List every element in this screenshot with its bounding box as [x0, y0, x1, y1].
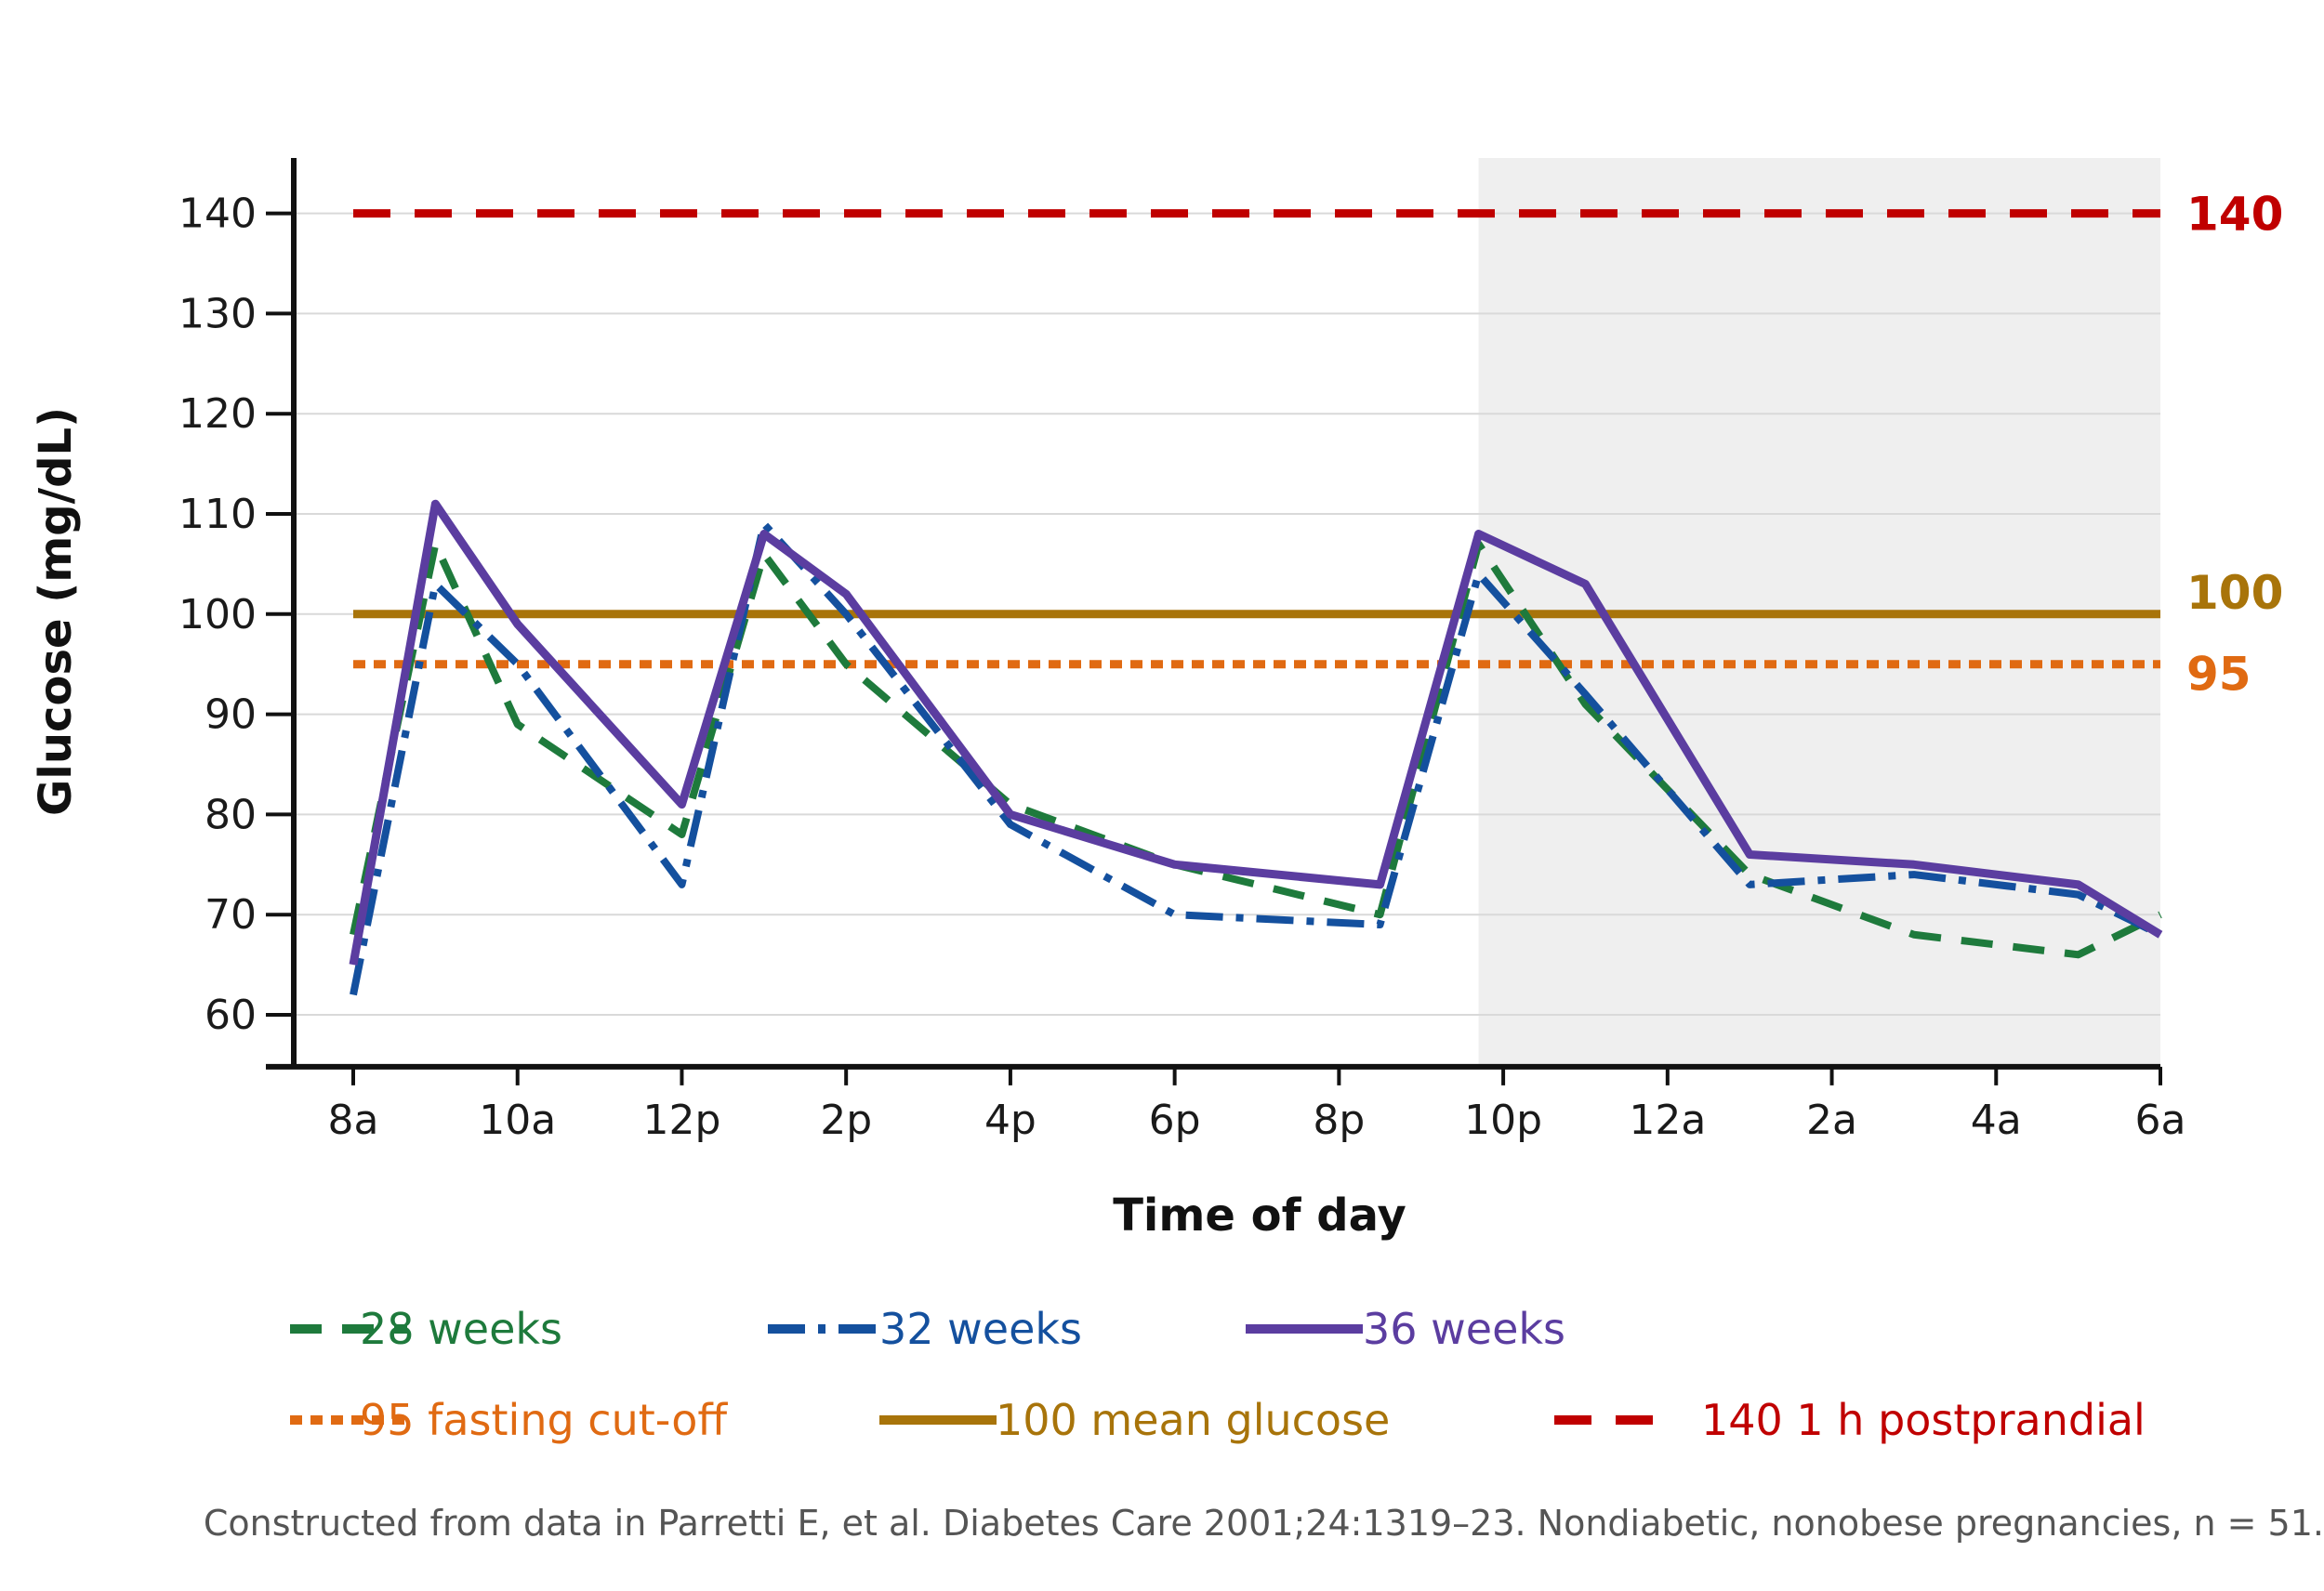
reference-label-100: 100	[2186, 566, 2283, 620]
x-tick-label: 8a	[328, 1097, 379, 1144]
y-axis-title: Glucose (mg/dL)	[30, 407, 82, 816]
legend: 28 weeks 32 weeks 36 weeks 95 fasting cut-o…	[290, 1304, 2146, 1445]
y-tick-label: 60	[205, 992, 257, 1039]
y-axis-ticks: 60 70 80 90 100 110 120 130 140	[178, 191, 294, 1039]
legend-label: 32 weeks	[879, 1304, 1082, 1354]
x-tick-label: 4a	[1971, 1097, 2022, 1144]
x-tick-label: 6a	[2135, 1097, 2186, 1144]
series-lines	[349, 499, 2163, 996]
y-tick-label: 110	[178, 491, 257, 538]
series-line-2	[350, 519, 2162, 996]
legend-label: 28 weeks	[360, 1304, 562, 1354]
x-tick-label: 12p	[642, 1097, 720, 1144]
reference-label-95: 95	[2186, 648, 2251, 702]
y-tick-label: 100	[178, 591, 257, 638]
reference-lines	[353, 209, 2160, 669]
x-tick-label: 12a	[1629, 1097, 1706, 1144]
x-tick-label: 10a	[479, 1097, 556, 1144]
x-axis-title: Time of day	[1113, 1190, 1406, 1242]
x-tick-label: 2a	[1806, 1097, 1857, 1144]
legend-label: 36 weeks	[1363, 1304, 1565, 1354]
y-tick-label: 120	[178, 390, 257, 438]
reference-line-labels: 140 100 95	[2186, 188, 2283, 702]
y-tick-label: 90	[205, 691, 257, 739]
reference-label-140: 140	[2186, 188, 2283, 242]
y-tick-label: 130	[178, 290, 257, 337]
y-tick-label: 140	[178, 191, 257, 238]
x-tick-label: 6p	[1149, 1097, 1201, 1144]
legend-label: 100 mean glucose	[996, 1395, 1390, 1445]
x-tick-label: 8p	[1313, 1097, 1365, 1144]
x-tick-label: 2p	[820, 1097, 872, 1144]
y-tick-label: 70	[205, 891, 257, 939]
x-tick-label: 4p	[984, 1097, 1037, 1144]
y-tick-label: 80	[205, 791, 257, 838]
legend-label: 95 fasting cut-off	[360, 1395, 728, 1445]
x-axis-ticks: 8a 10a 12p 2p 4p 6p 8p 10p 12a 2a 4a 6a	[328, 1066, 2186, 1144]
source-note: Constructed from data in Parretti E, et …	[204, 1503, 2324, 1544]
legend-label: 140 1 h postprandial	[1701, 1395, 2146, 1445]
x-tick-label: 10p	[1464, 1097, 1542, 1144]
